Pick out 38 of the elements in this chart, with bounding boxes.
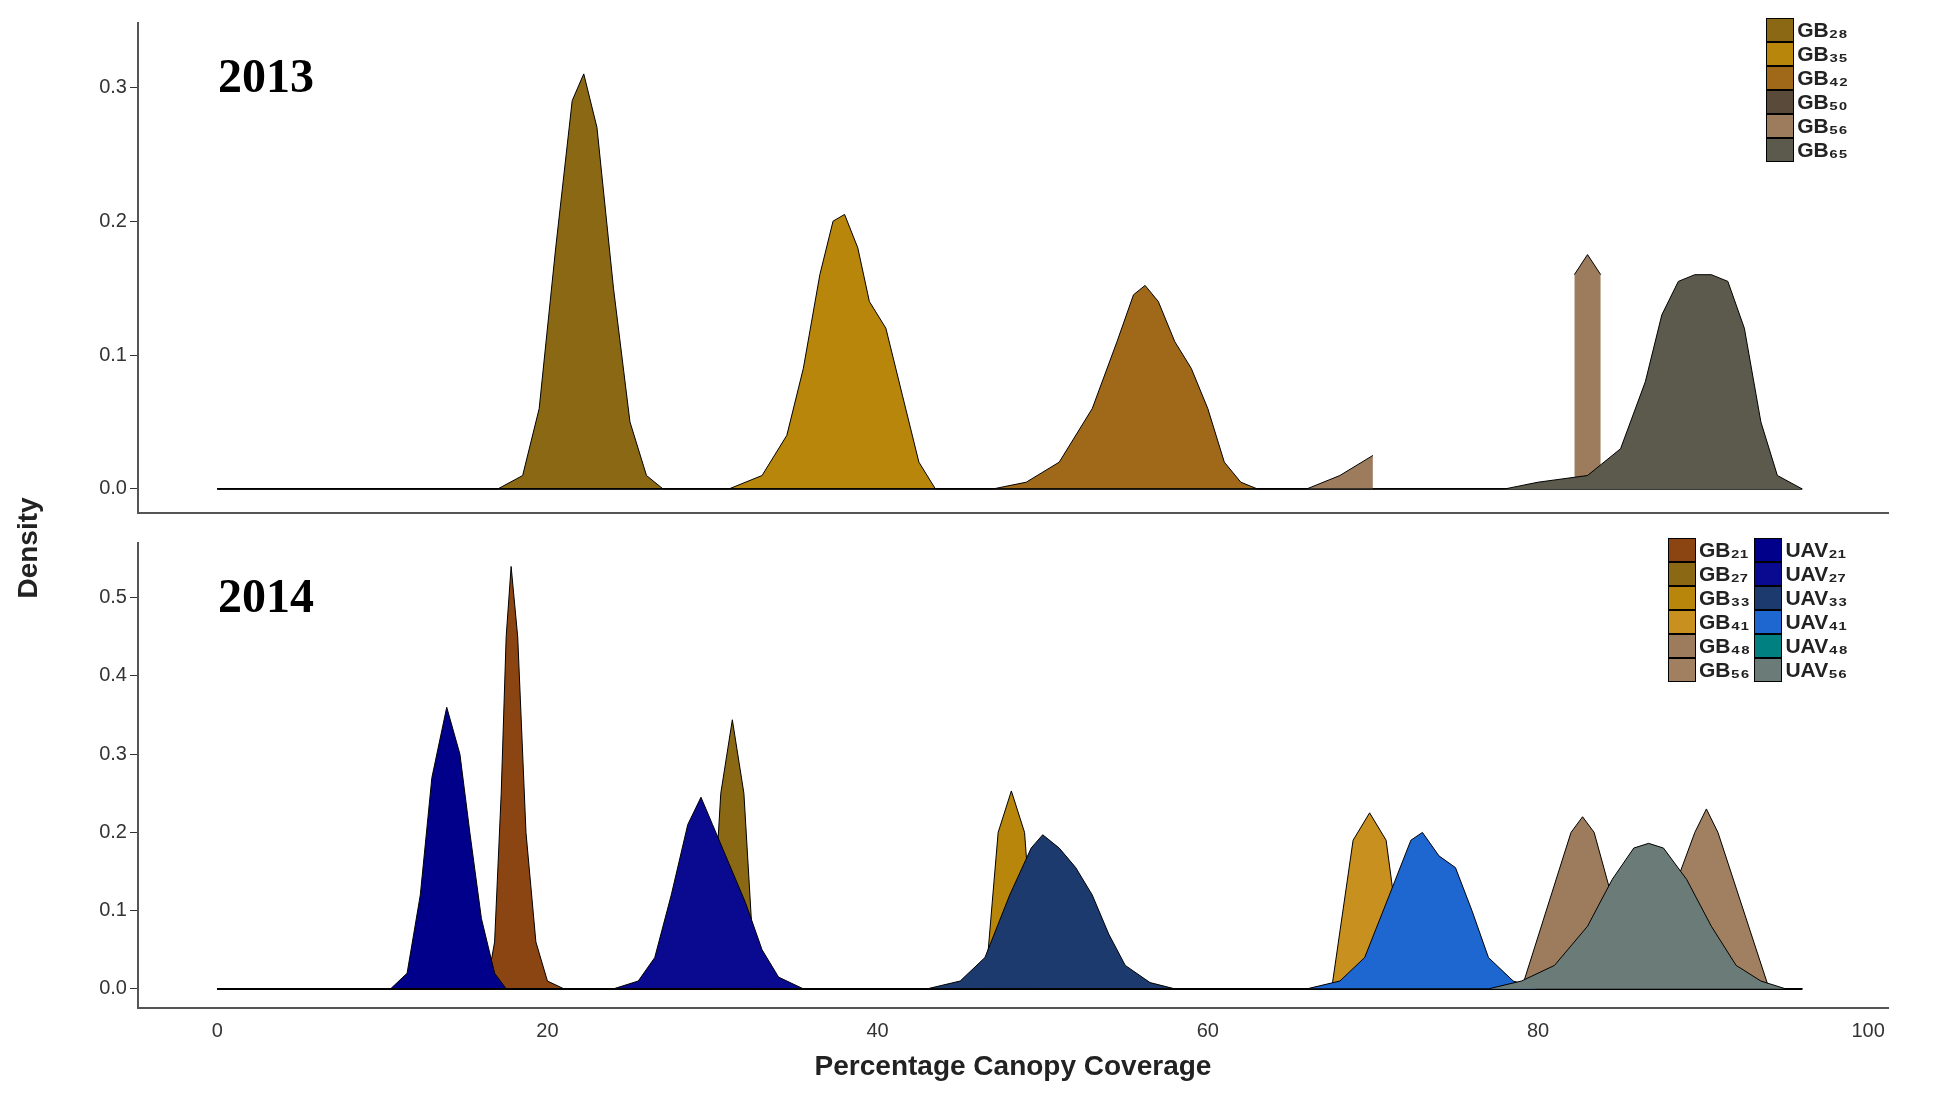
- legend-label: GB₃₃: [1699, 586, 1750, 610]
- y-tick-label: 0.1: [99, 898, 127, 921]
- y-axis-title: Density: [12, 497, 44, 599]
- legend-label: UAV₃₃: [1785, 586, 1848, 610]
- legend-label: GB₂₁: [1699, 538, 1749, 562]
- y-tick-label: 0.2: [99, 208, 127, 231]
- legend-label: GB₄₁: [1699, 610, 1750, 634]
- y-tick-label: 0.5: [99, 585, 127, 608]
- legend-label: GB₅₆: [1797, 114, 1848, 138]
- y-tick-label: 0.0: [99, 476, 127, 499]
- legend-label: GB₂₈: [1797, 18, 1848, 42]
- text: 2014: [218, 568, 314, 623]
- y-tick-label: 0.3: [99, 74, 127, 97]
- y-tick-label: 0.0: [99, 976, 127, 999]
- y-tick-label: 0.2: [99, 819, 127, 842]
- legend-label: GB₃₅: [1797, 42, 1848, 66]
- legend-label: GB₄₈: [1699, 634, 1751, 658]
- legend-label: GB₅₀: [1797, 90, 1848, 114]
- legend-label: GB₄₂: [1797, 66, 1848, 90]
- x-tick-label: 0: [211, 1018, 223, 1041]
- legend-label: UAV₂₁: [1785, 538, 1847, 562]
- y-tick-label: 0.3: [99, 741, 127, 764]
- legend-label: UAV₄₈: [1785, 634, 1848, 658]
- legend-label: GB₂₇: [1699, 562, 1749, 586]
- x-tick-label: 100: [1851, 1018, 1885, 1041]
- x-tick-label: 40: [866, 1018, 889, 1041]
- legend-label: GB₆₅: [1797, 138, 1848, 162]
- legend-label: UAV₅₆: [1785, 658, 1848, 682]
- legend-label: UAV₂₇: [1785, 562, 1846, 586]
- y-tick-label: 0.1: [99, 342, 127, 365]
- x-tick-label: 60: [1196, 1018, 1219, 1041]
- legend-label: GB₅₆: [1699, 658, 1750, 682]
- legend-label: UAV₄₁: [1785, 610, 1847, 634]
- text: 2013: [218, 48, 314, 103]
- x-axis-title: Percentage Canopy Coverage: [814, 1049, 1212, 1081]
- x-tick-label: 80: [1526, 1018, 1550, 1041]
- y-tick-label: 0.4: [99, 663, 127, 686]
- x-tick-label: 20: [536, 1018, 559, 1041]
